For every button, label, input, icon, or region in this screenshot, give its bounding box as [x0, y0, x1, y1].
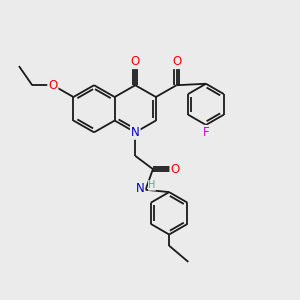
Text: O: O	[48, 79, 58, 92]
Text: H: H	[148, 180, 156, 190]
Text: O: O	[172, 55, 181, 68]
Text: O: O	[170, 163, 180, 176]
Text: N: N	[131, 126, 140, 139]
Text: N: N	[136, 182, 145, 195]
Text: F: F	[202, 126, 209, 139]
Text: O: O	[131, 55, 140, 68]
